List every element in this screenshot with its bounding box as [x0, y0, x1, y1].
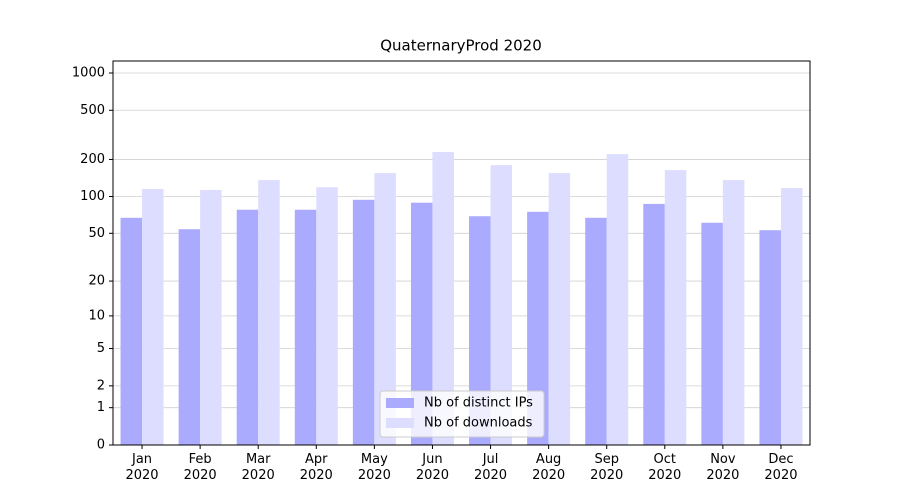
bar: [780, 188, 803, 445]
y-tick-label: 10: [88, 308, 105, 323]
bar: [701, 222, 723, 445]
x-tick-label: May 2020: [357, 452, 391, 483]
x-tick-label: Jan 2020: [125, 452, 159, 483]
bar: [527, 211, 549, 445]
grid: [113, 72, 810, 446]
x-tick-label: Mar 2020: [241, 452, 275, 483]
bar: [410, 202, 433, 445]
chart-title: QuaternaryProd 2020: [380, 37, 542, 55]
legend-label: Nb of downloads: [424, 416, 533, 431]
bar: [120, 217, 143, 445]
bar: [585, 217, 607, 445]
legend-label: Nb of distinct IPs: [424, 396, 533, 411]
bar: [469, 216, 491, 445]
bar: [316, 187, 338, 445]
x-tick-label: Oct 2020: [648, 452, 682, 483]
bar: [490, 165, 513, 445]
bar: [606, 154, 629, 446]
bar: [432, 151, 454, 445]
y-tick-label: 5: [97, 341, 105, 356]
axes-frame: [112, 60, 811, 446]
x-tick-label: Dec 2020: [764, 452, 798, 483]
bar: [352, 199, 375, 445]
bar: [142, 189, 164, 445]
x-tick-label: Aug 2020: [532, 452, 566, 483]
y-tick-label: 20: [88, 274, 105, 289]
bar: [236, 209, 259, 445]
bar: [200, 189, 222, 445]
legend-swatch: [386, 418, 414, 428]
x-tick-label: Feb 2020: [183, 452, 217, 483]
bar: [664, 170, 687, 445]
y-tick-label: 2: [97, 378, 105, 393]
y-tick-label: 0: [97, 438, 105, 453]
x-tick-label: Nov 2020: [706, 452, 740, 483]
y-tick-label: 1000: [72, 66, 105, 81]
y-tick-label: 100: [80, 189, 105, 204]
bar: [178, 229, 201, 445]
bar: [294, 209, 317, 445]
bar: [374, 173, 396, 445]
legend-swatch: [386, 398, 414, 408]
y-tick-label: 500: [80, 103, 105, 118]
y-tick-label: 200: [80, 152, 105, 167]
legend: Nb of distinct IPs Nb of downloads: [379, 390, 545, 438]
x-tick-label: Sep 2020: [590, 452, 624, 483]
x-tick-label: Jun 2020: [415, 452, 449, 483]
legend-box: [379, 390, 545, 438]
bar: [548, 173, 571, 445]
bar: [722, 180, 745, 445]
y-tick-label: 50: [88, 226, 105, 241]
x-tick-label: Jul 2020: [473, 452, 508, 483]
y-tick-label: 1: [97, 400, 105, 415]
bar: [643, 203, 665, 445]
bar: [759, 230, 781, 445]
x-tick-label: Apr 2020: [299, 452, 333, 483]
bar: [258, 180, 280, 445]
